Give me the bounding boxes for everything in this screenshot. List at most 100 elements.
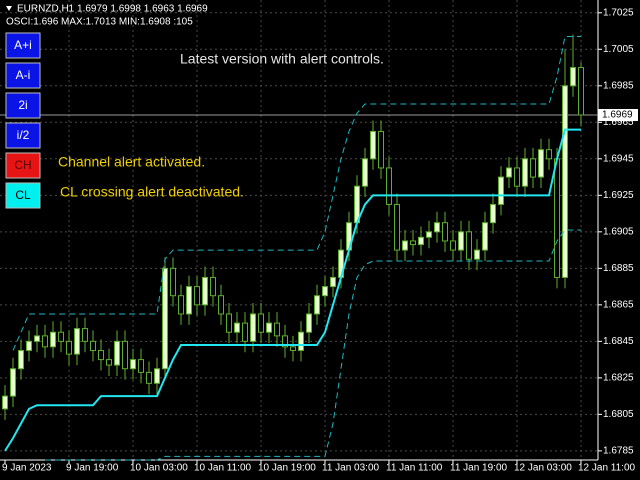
button[interactable]: [5, 32, 41, 59]
candle-body: [58, 331, 64, 342]
button-label[interactable]: A+i: [14, 38, 32, 52]
candle-body: [370, 130, 376, 160]
candle-body: [218, 295, 224, 315]
candle-body: [226, 313, 232, 333]
candle-body: [378, 130, 384, 169]
button[interactable]: [5, 152, 41, 179]
candle-body: [402, 240, 408, 251]
x-tick-label: 11 Jan 03:00: [322, 463, 380, 474]
channel-line: [12, 36, 581, 351]
current-price-box: [598, 109, 638, 121]
candle-body: [10, 368, 16, 397]
button[interactable]: [5, 92, 41, 119]
candle-body: [578, 67, 584, 116]
channel-line: [45, 229, 581, 461]
candle-body: [34, 335, 40, 342]
annotation: CL crossing alert deactivated.: [60, 184, 244, 200]
candle-body: [210, 276, 216, 297]
candle-body: [482, 222, 488, 251]
candle-body: [290, 346, 296, 351]
annotation: Latest version with alert controls.: [180, 51, 384, 67]
y-tick-label: 1.6885: [603, 263, 634, 274]
x-tick-label: 10 Jan 19:00: [258, 463, 316, 474]
candle-body: [434, 222, 440, 233]
annotation: Channel alert activated.: [58, 154, 205, 170]
candle-body: [322, 286, 328, 297]
candle-body: [498, 176, 504, 205]
candle-body: [98, 349, 104, 361]
y-tick-label: 1.7005: [603, 44, 634, 55]
button-label[interactable]: A-i: [16, 68, 31, 82]
candle-body: [570, 67, 576, 87]
center-line: [4, 128, 581, 452]
x-tick-label: 12 Jan 03:00: [514, 463, 572, 474]
candle-body: [298, 331, 304, 351]
candle-body: [146, 371, 152, 384]
candle-body: [186, 286, 192, 315]
menu-arrow: [6, 6, 12, 11]
candle-body: [250, 313, 256, 342]
y-tick-label: 1.6985: [603, 80, 634, 91]
button-label[interactable]: 2i: [18, 98, 27, 112]
current-price-label: 1.6969: [602, 110, 633, 121]
candle-body: [418, 236, 424, 246]
candle-body: [394, 203, 400, 251]
button[interactable]: [5, 62, 41, 89]
candle-body: [66, 340, 72, 355]
candle-body: [194, 286, 200, 306]
candle-body: [490, 203, 496, 224]
button-label[interactable]: i/2: [17, 128, 30, 142]
button[interactable]: [5, 182, 41, 209]
x-tick-label: 11 Jan 11:00: [386, 463, 443, 474]
button-label[interactable]: CH: [14, 158, 31, 172]
candle-body: [474, 249, 480, 260]
candle-body: [138, 359, 144, 373]
candle-body: [74, 328, 80, 355]
candle-body: [562, 85, 568, 278]
candle-body: [450, 240, 456, 251]
candle-body: [306, 313, 312, 333]
candle-body: [50, 331, 56, 348]
y-tick-label: 1.6825: [603, 372, 634, 383]
candle-body: [514, 167, 520, 187]
candle-body: [18, 349, 24, 370]
candle-body: [506, 167, 512, 178]
candle-body: [458, 231, 464, 251]
x-tick-label: 12 Jan 11:00: [578, 463, 636, 474]
candle-body: [410, 240, 416, 246]
x-tick-label: 9 Jan 2023: [2, 463, 52, 474]
candle-body: [242, 322, 248, 342]
candle-body: [130, 359, 136, 370]
x-tick-label: 10 Jan 11:00: [194, 463, 252, 474]
candle-body: [202, 276, 208, 306]
candle-body: [154, 368, 160, 384]
y-tick-label: 1.6965: [603, 117, 634, 128]
y-tick-label: 1.6845: [603, 336, 634, 347]
candle-body: [114, 340, 120, 366]
y-tick-label: 1.6805: [603, 409, 634, 420]
candle-body: [538, 149, 544, 178]
candle-body: [466, 231, 472, 260]
candle-body: [274, 322, 280, 337]
y-tick-label: 1.6865: [603, 299, 634, 310]
x-tick-label: 10 Jan 03:00: [130, 463, 188, 474]
y-tick-label: 1.6905: [603, 226, 634, 237]
candle-body: [362, 158, 368, 187]
candle-body: [258, 313, 264, 333]
candle-body: [82, 328, 88, 342]
button-label[interactable]: CL: [15, 188, 31, 202]
candle-body: [266, 322, 272, 333]
candle-body: [122, 340, 128, 370]
candle-body: [282, 335, 288, 348]
candle-body: [90, 340, 96, 351]
y-tick-label: 1.6785: [603, 446, 634, 457]
candle-body: [26, 340, 32, 351]
candle-body: [546, 149, 552, 160]
candle-body: [2, 395, 8, 410]
button[interactable]: [5, 122, 41, 149]
candle-body: [530, 158, 536, 178]
candle-body: [522, 158, 528, 187]
y-tick-label: 1.6925: [603, 190, 634, 201]
